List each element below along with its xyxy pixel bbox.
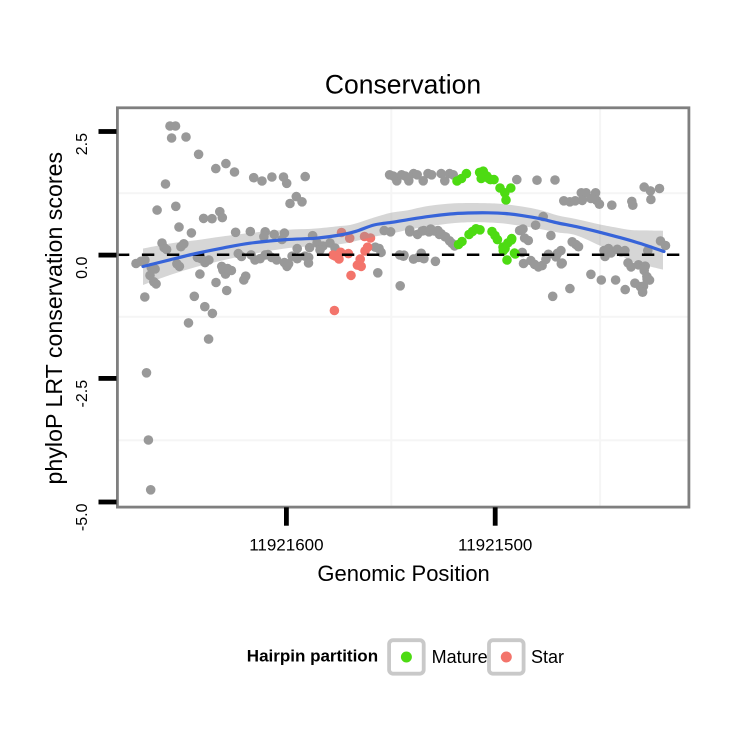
svg-text:2.5: 2.5: [74, 133, 91, 155]
svg-text:0.0: 0.0: [74, 257, 91, 279]
svg-text:Conservation: Conservation: [325, 70, 481, 100]
svg-text:Genomic Position: Genomic Position: [317, 561, 489, 586]
svg-text:Mature: Mature: [432, 647, 488, 667]
svg-text:-2.5: -2.5: [74, 380, 91, 408]
svg-text:phyloP LRT conservation scores: phyloP LRT conservation scores: [41, 152, 67, 485]
svg-text:11921500: 11921500: [458, 536, 532, 555]
svg-text:Hairpin partition: Hairpin partition: [247, 647, 378, 666]
svg-text:-5.0: -5.0: [74, 503, 91, 531]
svg-text:Star: Star: [531, 647, 564, 667]
svg-text:11921600: 11921600: [249, 536, 323, 555]
